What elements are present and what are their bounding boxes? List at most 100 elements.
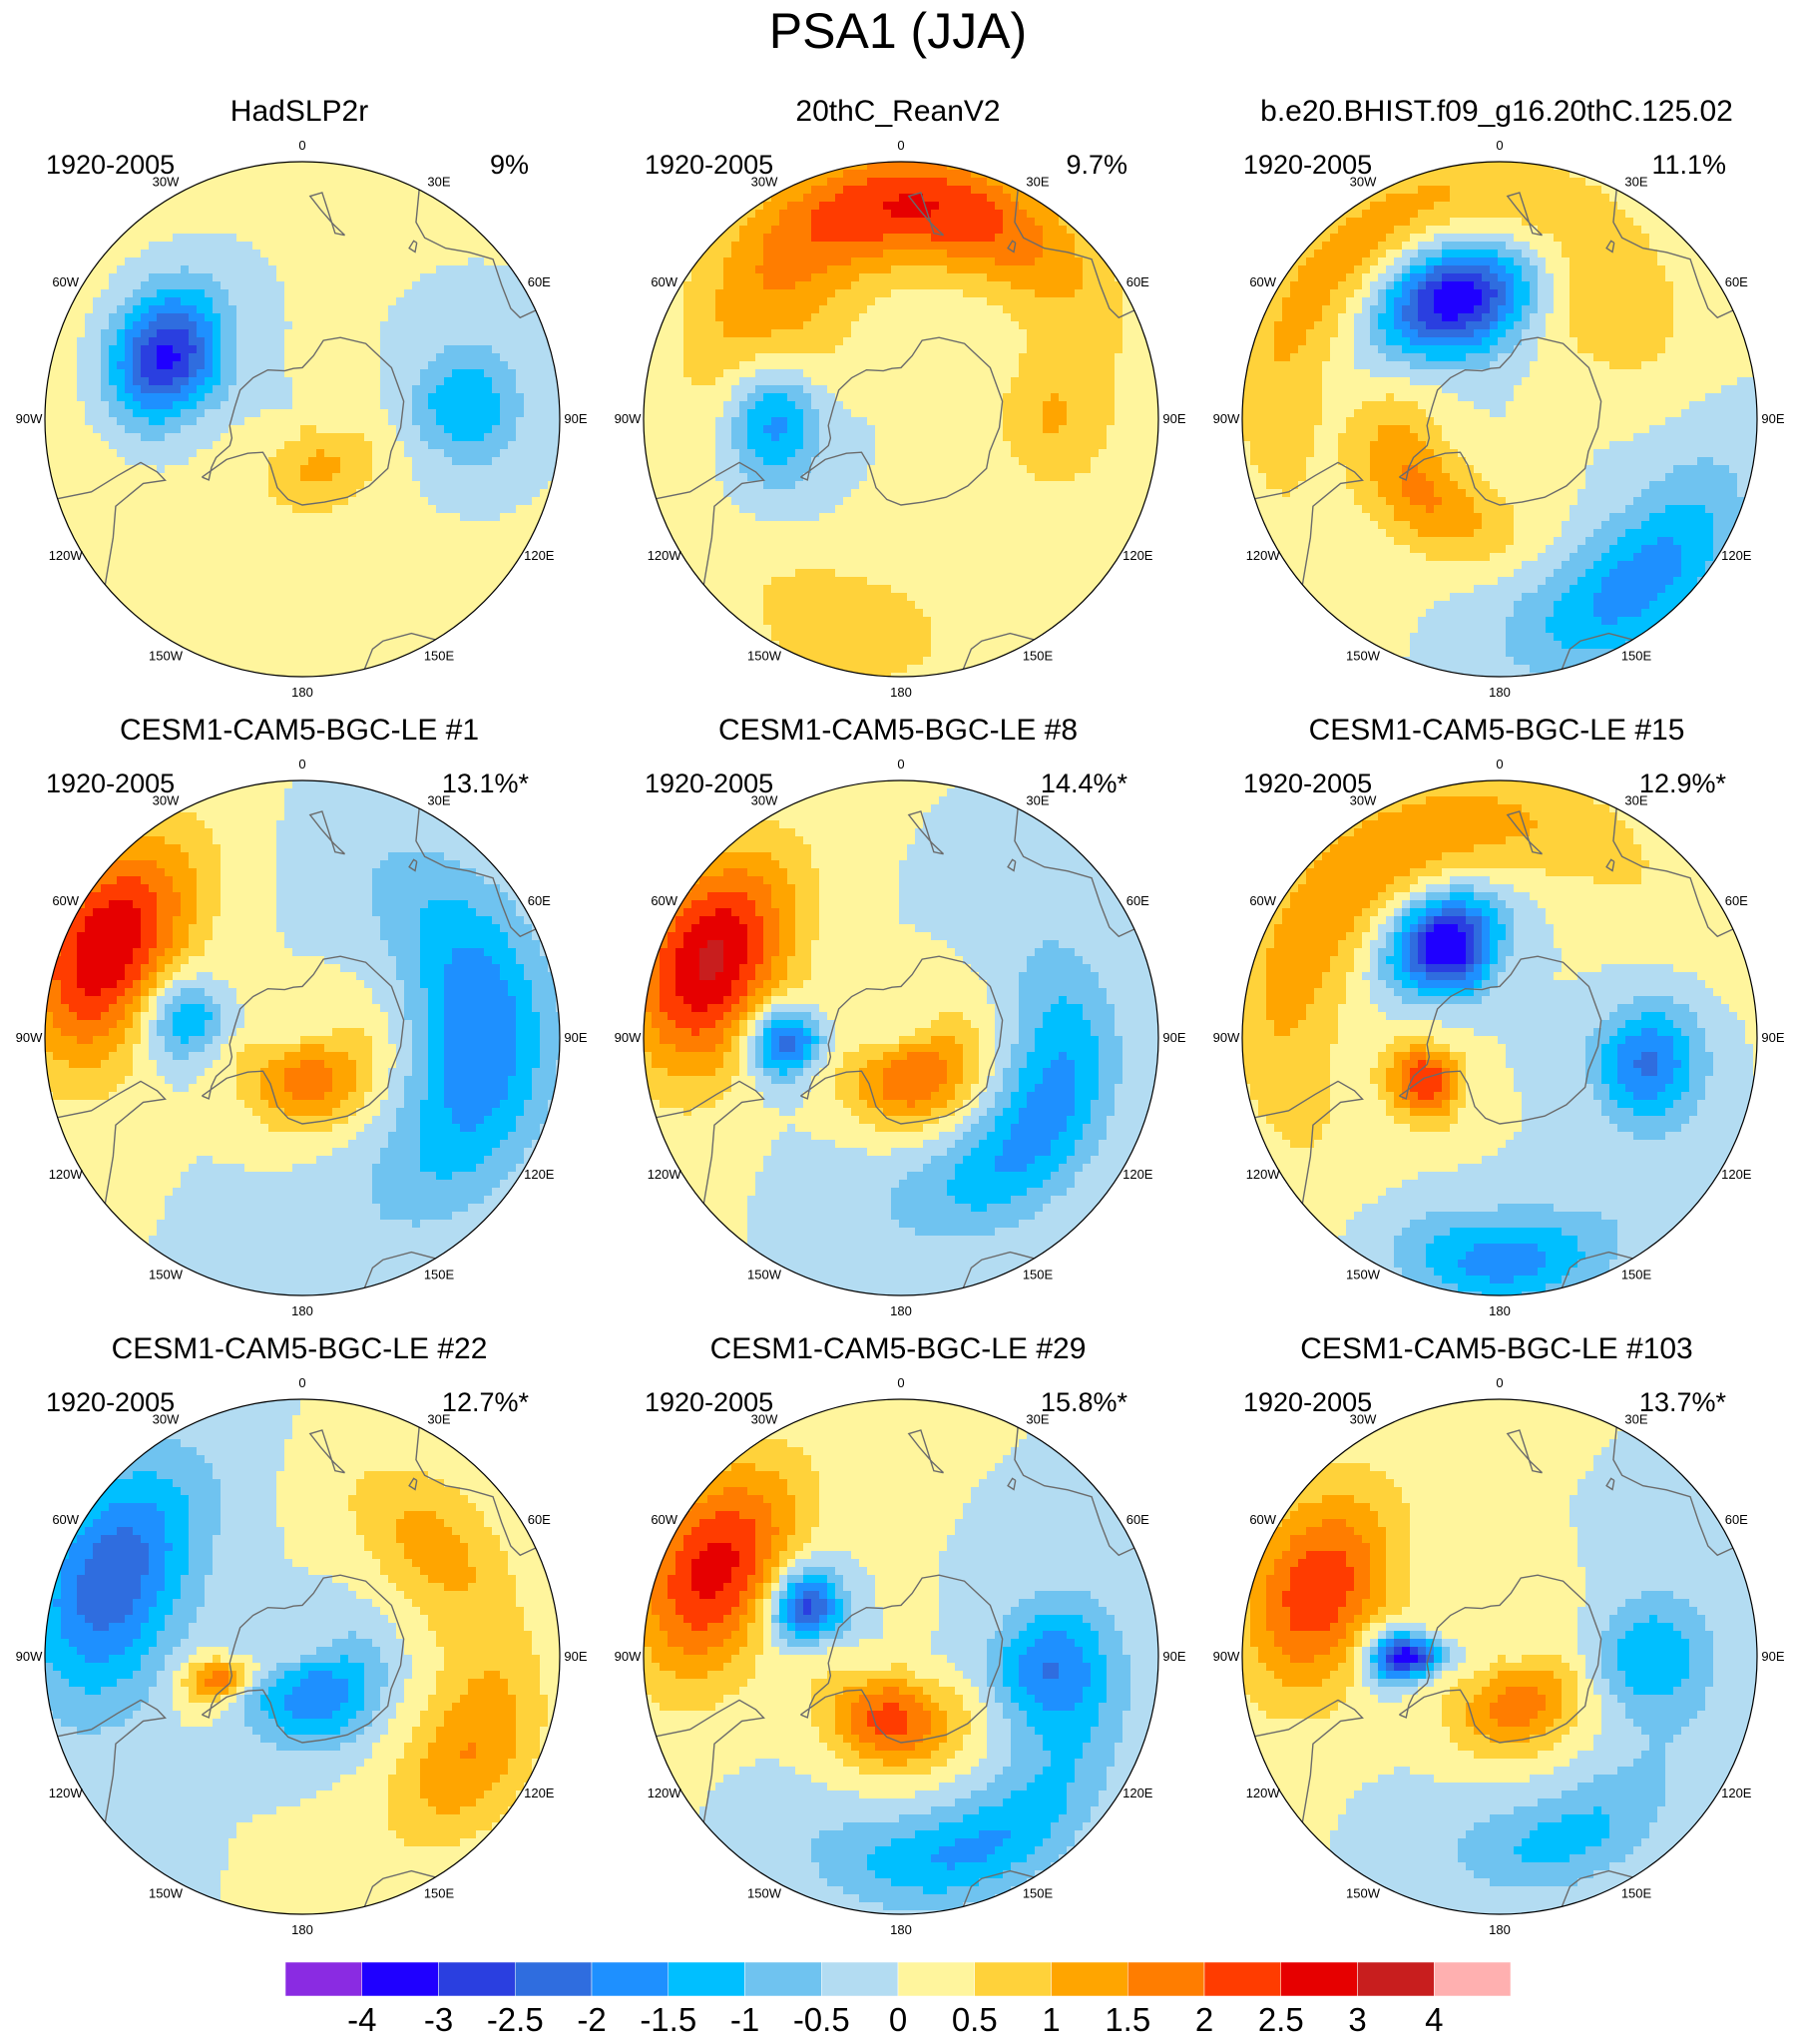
longitude-label: 30E [1026,793,1049,808]
longitude-label: 0 [298,138,305,153]
panel-title: HadSLP2r [0,95,599,129]
longitude-label: 120W [1246,1786,1281,1800]
longitude-label: 120E [524,1786,555,1800]
colorbar-label: -1 [705,2001,785,2039]
period-label: 1920-2005 [46,768,175,799]
colorbar-swatch [897,1962,975,1997]
longitude-label: 120E [1122,1786,1153,1800]
longitude-label: 60W [651,893,677,908]
map-boundary [1241,1398,1758,1915]
longitude-label: 90W [16,1030,43,1045]
longitude-label: 60W [651,1512,677,1527]
longitude-label: 0 [298,757,305,771]
colorbar-label: -2 [552,2001,632,2039]
longitude-label: 120W [648,1167,682,1182]
longitude-label: 90E [1761,1649,1784,1664]
longitude-label: 150W [1346,1267,1381,1281]
longitude-label: 120E [524,1167,555,1182]
map-boundary [44,779,561,1296]
period-label: 1920-2005 [1243,768,1372,799]
longitude-label: 0 [1496,1375,1503,1390]
longitude-label: 150W [747,1267,782,1281]
colorbar-swatch [591,1962,669,1997]
colorbar-swatch [1434,1962,1511,1997]
longitude-label: 60W [52,1512,79,1527]
longitude-label: 120W [648,1786,682,1800]
colorbar-label: 0.5 [935,2001,1015,2039]
polar-map: 0 30E 60E 90E 120E 150E 180 150W 120W 90W 60W 30W [1213,757,1785,1318]
map-panel: 20thC_ReanV2 1920-2005 9.7% 0 30E 60E 90E 120E 1… [599,95,1197,714]
longitude-label: 60W [1249,274,1276,289]
polar-map: 0 30E 60E 90E 120E 150E 180 150W 120W 90W 60W 30W [16,138,588,700]
longitude-label: 30W [153,175,180,190]
colorbar-swatch [821,1962,899,1997]
coastlines [1254,190,1734,670]
longitude-label: 30W [751,1412,778,1427]
longitude-label: 30W [1350,175,1377,190]
variance-label: 13.1%* [442,768,529,799]
colorbar-swatch [361,1962,439,1997]
longitude-label: 150E [1621,1885,1652,1900]
period-label: 1920-2005 [46,1387,175,1418]
longitude-label: 90W [16,411,43,426]
colorbar-label: -2.5 [475,2001,555,2039]
variance-label: 9% [490,150,529,181]
longitude-label: 60E [528,1512,551,1527]
colorbar-label: -1.5 [629,2001,708,2039]
longitude-label: 90E [1162,1649,1185,1664]
colorbar-label: 4 [1394,2001,1474,2039]
longitude-label: 60E [1725,1512,1748,1527]
map-boundary [1241,161,1758,678]
longitude-label: 150E [1023,648,1054,663]
longitude-label: 30W [751,793,778,808]
longitude-label: 180 [1489,1922,1511,1937]
longitude-label: 60E [1126,274,1149,289]
slp-anomaly-field [45,780,560,1295]
longitude-label: 180 [291,1922,313,1937]
map-panel: b.e20.BHIST.f09_g16.20thC.125.02 1920-200… [1197,95,1796,714]
polar-map: 0 30E 60E 90E 120E 150E 180 150W 120W 90W 60W 30W [16,1375,588,1937]
coastlines [656,190,1135,670]
longitude-label: 120W [1246,1167,1281,1182]
colorbar-swatch [1280,1962,1358,1997]
slp-anomaly-field [1242,1399,1757,1914]
panel-title: CESM1-CAM5-BGC-LE #29 [599,1332,1197,1366]
longitude-label: 180 [890,685,912,700]
slp-anomaly-field [1242,780,1757,1295]
longitude-label: 150E [1621,648,1652,663]
longitude-label: 0 [897,1375,904,1390]
colorbar-swatch [438,1962,516,1997]
colorbar-swatch [515,1962,593,1997]
polar-map: 0 30E 60E 90E 120E 150E 180 150W 120W 90W 60W 30W [615,138,1186,700]
longitude-label: 120E [1721,1167,1752,1182]
map-boundary [643,1398,1159,1915]
longitude-label: 60W [1249,1512,1276,1527]
colorbar-swatch [1357,1962,1435,1997]
map-panel: CESM1-CAM5-BGC-LE #15 1920-2005 12.9%* 0 30E… [1197,714,1796,1332]
map-boundary [44,161,561,678]
longitude-label: 180 [890,1922,912,1937]
longitude-label: 120W [49,1786,84,1800]
panel-title: CESM1-CAM5-BGC-LE #103 [1197,1332,1796,1366]
colorbar-label: 3 [1318,2001,1398,2039]
longitude-label: 0 [298,1375,305,1390]
map-panel: HadSLP2r 1920-2005 9% 0 30E 60E 90E 120E 150E 180… [0,95,599,714]
longitude-label: 30E [1624,1412,1647,1427]
longitude-label: 150W [149,1885,184,1900]
slp-anomaly-field [1242,162,1757,677]
period-label: 1920-2005 [1243,150,1372,181]
longitude-label: 90W [16,1649,43,1664]
longitude-label: 30W [1350,1412,1377,1427]
variance-label: 9.7% [1066,150,1127,181]
longitude-label: 90W [1213,1649,1240,1664]
longitude-label: 30E [1624,793,1647,808]
longitude-label: 120E [524,548,555,563]
longitude-label: 90W [1213,1030,1240,1045]
longitude-label: 90W [615,411,642,426]
longitude-label: 90E [564,411,587,426]
longitude-label: 150W [149,1267,184,1281]
longitude-label: 90E [1162,1030,1185,1045]
longitude-label: 150E [1023,1885,1054,1900]
period-label: 1920-2005 [645,1387,773,1418]
longitude-label: 0 [1496,757,1503,771]
